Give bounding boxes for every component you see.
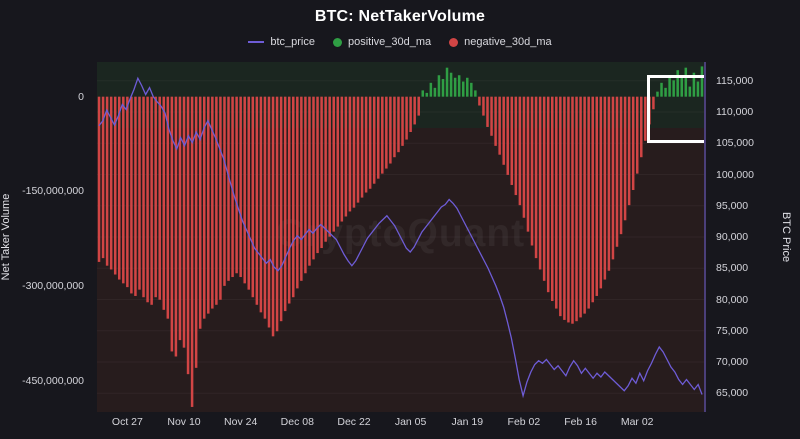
left-tick-label: -300,000,000 — [22, 279, 84, 292]
right-tick-label: 110,000 — [716, 106, 754, 118]
x-tick-label: Dec 22 — [337, 416, 371, 428]
left-tick-label: 0 — [78, 90, 84, 103]
right-tick-label: 115,000 — [716, 74, 754, 87]
x-tick-label: Mar 02 — [620, 416, 654, 428]
chart-canvas — [97, 66, 704, 407]
right-tick-label: 70,000 — [716, 356, 749, 368]
volume-bars — [97, 66, 704, 407]
positive-region-background — [97, 62, 704, 128]
legend-item-negative-30d-ma[interactable]: negative_30d_ma — [449, 36, 552, 48]
x-tick-label: Oct 27 — [111, 416, 143, 428]
plot-area[interactable]: CryptoQuant — [97, 62, 704, 412]
legend-label-negative-30d-ma: negative_30d_ma — [464, 36, 552, 48]
right-tick-label: 100,000 — [716, 168, 754, 181]
left-tick-label: -450,000,000 — [22, 374, 84, 387]
left-tick-label: -150,000,000 — [22, 185, 84, 198]
x-tick-label: Jan 19 — [451, 416, 484, 428]
right-tick-label: 95,000 — [716, 199, 749, 212]
x-tick-label: Feb 02 — [507, 416, 541, 428]
right-tick-label: 75,000 — [716, 324, 749, 337]
gridlines — [97, 80, 704, 394]
x-tick-label: Jan 05 — [394, 416, 427, 428]
right-axis-ticks: 115,000 110,000 105,000 100,000 95,000 90,000… — [710, 62, 790, 412]
circle-marker-icon — [449, 37, 459, 47]
right-tick-label: 80,000 — [716, 293, 749, 306]
legend-item-positive-30d-ma[interactable]: positive_30d_ma — [333, 36, 431, 48]
x-tick-label: Feb 16 — [564, 416, 597, 428]
legend-label-btc-price: btc_price — [270, 36, 315, 48]
btc-price-line — [98, 76, 703, 399]
x-tick-label: Nov 24 — [224, 416, 258, 428]
right-tick-label: 90,000 — [716, 231, 749, 243]
chart-title: BTC: NetTakerVolume — [314, 8, 486, 25]
right-tick-label: 85,000 — [716, 262, 749, 275]
legend-label-positive-30d-ma: positive_30d_ma — [348, 36, 432, 48]
legend-item-btc-price[interactable]: btc_price — [248, 36, 315, 48]
right-tick-label: 65,000 — [716, 387, 749, 400]
negative-region-background — [97, 128, 704, 412]
left-axis-ticks: 0 -150,000,000 -300,000,000 -450,000,000 — [0, 62, 90, 412]
x-axis-ticks: Oct 27 Nov 10 Nov 24 Dec 08 Dec 22 Jan 05 Jan … — [97, 416, 704, 436]
x-tick-label: Nov 10 — [167, 416, 201, 428]
right-axis-title: BTC Price — [780, 211, 792, 263]
right-tick-label: 105,000 — [716, 137, 754, 150]
selection-box[interactable] — [646, 74, 704, 144]
chart-legend: btc_price positive_30d_ma negative_30d_m… — [0, 36, 800, 48]
line-marker-icon — [248, 41, 265, 43]
circle-marker-icon — [333, 37, 342, 47]
x-tick-label: Dec 08 — [280, 416, 314, 428]
right-axis-line — [704, 62, 706, 412]
